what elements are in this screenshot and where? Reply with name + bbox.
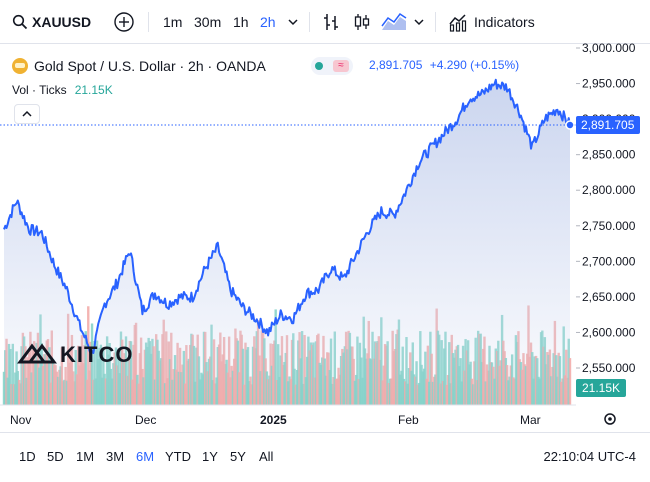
time-tick-label: Nov: [10, 413, 31, 427]
legend-price-change: 2,891.705 +4.290 (+0.15%): [369, 58, 519, 72]
price-tick-label: 2,550.000: [582, 361, 636, 375]
price-tick-label: 2,700.000: [582, 254, 636, 268]
time-tick-label: Feb: [398, 413, 419, 427]
symbol-search[interactable]: XAUUSD: [12, 10, 91, 34]
price-chart[interactable]: 3,000.0002,950.0002,900.0002,850.0002,80…: [0, 0, 650, 432]
timeframe-2h[interactable]: 2h: [260, 14, 276, 30]
range-3m[interactable]: 3M: [106, 449, 125, 464]
current-price-badge-label: 2,891.705: [581, 118, 635, 132]
chevron-up-icon: [22, 110, 32, 117]
indicators-label: Indicators: [474, 14, 535, 30]
price-tick-label: 2,800.000: [582, 183, 636, 197]
gold-coin-icon: [12, 58, 28, 74]
price-tick-label: 3,000.000: [582, 41, 636, 55]
volume-badge: [576, 379, 626, 397]
price-area: [4, 79, 570, 406]
range-5y[interactable]: 5Y: [230, 449, 246, 464]
collapse-legend-button[interactable]: [14, 104, 40, 124]
plus-circle-icon: [114, 12, 134, 32]
settings-gear-icon[interactable]: [604, 413, 616, 425]
volume-label: Vol · Ticks: [12, 83, 67, 97]
timeframe-1m[interactable]: 1m: [163, 14, 183, 30]
toolbar-divider: [435, 12, 436, 32]
time-tick-label: 2025: [260, 413, 287, 427]
timeframe-1h[interactable]: 1h: [233, 14, 249, 30]
chevron-down-icon: [414, 19, 424, 26]
toolbar-divider: [309, 12, 310, 32]
timeframe-30m[interactable]: 30m: [194, 14, 222, 30]
volume-badge-label: 21.15K: [582, 381, 620, 395]
kitco-logo-icon: [27, 343, 57, 364]
price-tick-label: 2,950.000: [582, 77, 636, 91]
price-tick-label: 2,850.000: [582, 148, 636, 162]
range-5d[interactable]: 5D: [47, 449, 64, 464]
range-all[interactable]: All: [259, 449, 274, 464]
indicators-icon: [449, 14, 467, 32]
top-toolbar: XAUUSD 1m 30m 1h 2h Indicators: [0, 0, 650, 44]
chevron-down-icon: [288, 19, 298, 26]
toolbar-divider: [148, 12, 149, 32]
area-chart-icon: [381, 12, 407, 30]
candle-style-button[interactable]: [353, 10, 371, 34]
legend-change: +4.290 (+0.15%): [429, 58, 520, 72]
settings-gear-hub: [608, 417, 612, 421]
legend-title: Gold Spot / U.S. Dollar · 2h · OANDA: [34, 58, 266, 74]
range-bar: 1D 5D 1M 3M 6M YTD 1Y 5Y All 22:10:04 UT…: [0, 432, 650, 482]
candles-icon: [354, 14, 370, 30]
legend-price: 2,891.705: [369, 58, 423, 72]
bars-icon: [324, 14, 338, 30]
price-line: [3, 78, 571, 355]
kitco-watermark: KITCO: [60, 342, 133, 367]
volume-legend: Vol · Ticks 21.15K: [12, 82, 113, 98]
volume-value: 21.15K: [74, 83, 113, 97]
series-status-pill[interactable]: ≈: [311, 57, 353, 75]
indicators-button[interactable]: Indicators: [448, 10, 535, 34]
symbol-label: XAUUSD: [32, 14, 92, 30]
bar-style-button[interactable]: [322, 10, 340, 34]
clock-timezone[interactable]: 22:10:04 UTC-4: [543, 449, 637, 464]
chart-style-dropdown[interactable]: [413, 10, 425, 34]
range-1y[interactable]: 1Y: [202, 449, 218, 464]
chart-legend: Gold Spot / U.S. Dollar · 2h · OANDA: [12, 56, 266, 76]
current-price-badge: [576, 116, 640, 135]
range-1d[interactable]: 1D: [19, 449, 36, 464]
timeframe-dropdown[interactable]: [287, 10, 299, 34]
range-ytd[interactable]: YTD: [165, 449, 191, 464]
area-style-button[interactable]: [381, 10, 407, 34]
compare-button[interactable]: [113, 10, 135, 34]
wave-icon: ≈: [333, 60, 349, 72]
price-tick-label: 2,600.000: [582, 325, 636, 339]
search-icon: [12, 14, 28, 30]
range-1m[interactable]: 1M: [76, 449, 95, 464]
market-open-dot-icon: [315, 62, 323, 70]
price-tick-label: 2,750.000: [582, 219, 636, 233]
price-tick-label: 2,650.000: [582, 290, 636, 304]
range-6m[interactable]: 6M: [136, 449, 155, 464]
time-tick-label: Mar: [520, 413, 541, 427]
time-tick-label: Dec: [135, 413, 156, 427]
last-price-dot: [565, 120, 575, 130]
